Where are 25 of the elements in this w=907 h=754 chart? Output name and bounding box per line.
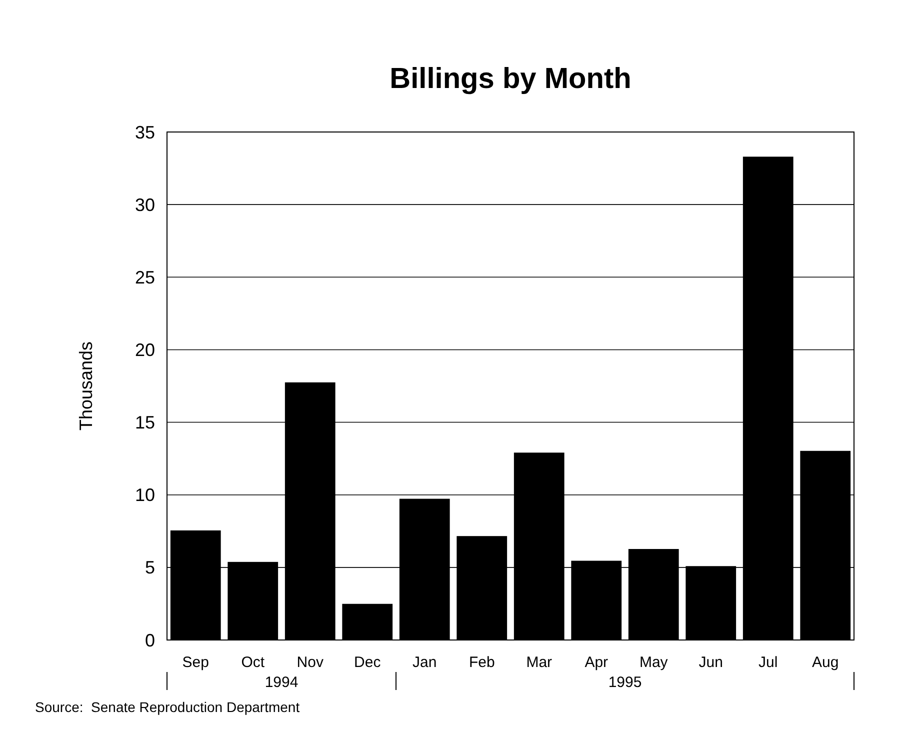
y-tick-label: 5 bbox=[144, 558, 155, 578]
y-tick-label: 15 bbox=[134, 412, 155, 433]
y-tick-label: 10 bbox=[134, 485, 155, 506]
x-tick-label: Jan bbox=[412, 654, 437, 671]
x-tick-label: Jul bbox=[758, 654, 778, 671]
y-tick-label: 25 bbox=[134, 267, 155, 288]
x-tick-label: Apr bbox=[584, 654, 608, 671]
y-tick-label: 20 bbox=[134, 340, 155, 360]
x-tick-label: Dec bbox=[354, 654, 382, 671]
x-tick-label: Nov bbox=[296, 654, 324, 671]
y-axis-title: Thousands bbox=[76, 341, 96, 431]
chart-title: Billings by Month bbox=[390, 63, 632, 95]
y-tick-label: 30 bbox=[134, 194, 155, 215]
x-tick-label: Oct bbox=[241, 654, 266, 671]
y-tick-label: 0 bbox=[144, 630, 155, 650]
x-tick-label: Feb bbox=[468, 654, 495, 671]
x-tick-label: May bbox=[639, 654, 668, 671]
y-tick-label: 35 bbox=[134, 122, 155, 142]
x-tick-label: Mar bbox=[526, 654, 552, 671]
x-tick-label: Sep bbox=[182, 654, 209, 671]
text: 1995 bbox=[608, 674, 642, 691]
x-tick-label: Jun bbox=[698, 654, 723, 671]
text: 1994 bbox=[264, 674, 298, 691]
source-note: Source: Senate Reproduction Department bbox=[35, 699, 300, 715]
x-tick-label: Aug bbox=[812, 654, 839, 671]
